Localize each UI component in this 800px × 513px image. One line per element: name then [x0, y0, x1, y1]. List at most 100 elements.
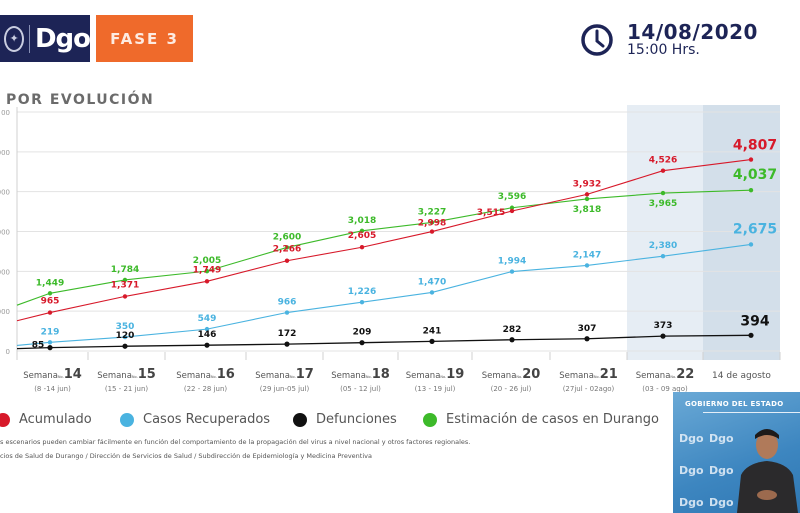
week-number: 18 — [372, 367, 390, 382]
data-label-recuperados: 1,470 — [418, 277, 446, 287]
x-category-range: (29 jun-05 jul) — [260, 385, 310, 393]
y-tick-label: 000 — [0, 149, 10, 157]
x-category-range: (03 - 09 ago) — [642, 385, 688, 393]
video-title: GOBIERNO DEL ESTADO — [685, 400, 784, 408]
data-label-defunciones: 146 — [198, 330, 217, 340]
clock-icon — [581, 24, 613, 56]
data-point-recuperados — [47, 340, 53, 345]
data-label-acumulado: 1,749 — [193, 265, 221, 275]
data-label-recuperados: 2,380 — [649, 241, 677, 251]
data-label-acumulado: 3,932 — [573, 179, 601, 189]
data-point-acumulado — [122, 294, 128, 299]
data-point-acumulado — [47, 310, 53, 315]
data-point-defunciones — [47, 345, 53, 351]
chart-legend: Acumulado Casos Recuperados Defunciones … — [0, 412, 680, 432]
highlight-band — [627, 105, 703, 360]
x-category-range: (15 - 21 jun) — [105, 385, 149, 393]
highlight-band — [703, 105, 780, 360]
data-label-estimacion: 4,037 — [733, 167, 777, 183]
data-point-acumulado — [204, 279, 210, 284]
legend-label: Casos Recuperados — [143, 412, 271, 427]
data-point-estimacion — [509, 205, 515, 210]
data-point-defunciones — [509, 337, 515, 343]
data-label-recuperados: 966 — [278, 298, 297, 308]
data-point-acumulado — [429, 229, 435, 234]
data-point-estimacion — [584, 196, 590, 202]
data-label-recuperados: 350 — [116, 322, 135, 332]
data-label-acumulado: 1,371 — [111, 280, 139, 290]
disclaimer-note: s escenarios pueden cambiar fácilmente e… — [0, 438, 471, 446]
data-point-estimacion — [204, 268, 210, 274]
data-point-recuperados — [509, 269, 515, 274]
week-no: No. — [366, 375, 372, 379]
week-word: Semana — [176, 371, 211, 381]
data-point-recuperados — [359, 299, 365, 305]
x-category-label: SemanaNo.19 — [406, 367, 465, 382]
legend-item-estimacion: Estimación de casos en Durango — [423, 412, 659, 427]
government-logo: ✦ Dgo — [0, 15, 91, 62]
y-tick-label: 000 — [0, 189, 10, 197]
legend-label: Estimación de casos en Durango — [446, 412, 659, 427]
data-point-estimacion — [47, 291, 53, 296]
x-category-label: SemanaNo.20 — [482, 367, 541, 382]
data-label-acumulado: 4,526 — [649, 156, 677, 166]
data-label-defunciones: 307 — [578, 324, 597, 334]
data-point-estimacion — [748, 187, 754, 193]
data-point-defunciones — [284, 341, 290, 347]
data-point-recuperados — [429, 290, 435, 295]
watermark-logo: Dgo — [679, 432, 704, 445]
data-point-estimacion — [284, 245, 290, 250]
data-label-defunciones: 120 — [116, 331, 135, 341]
data-label-acumulado: 3,515 — [477, 208, 505, 218]
data-label-acumulado: 965 — [41, 297, 60, 307]
legend-label: Defunciones — [316, 412, 397, 427]
data-point-acumulado — [359, 245, 365, 250]
data-label-estimacion: 3,965 — [649, 199, 677, 209]
x-category-range: (05 - 12 jul) — [340, 385, 381, 393]
data-point-estimacion — [122, 277, 128, 283]
week-no: No. — [594, 375, 600, 379]
x-category-range: (13 - 19 jul) — [415, 385, 456, 393]
data-point-recuperados — [748, 242, 754, 247]
week-number: 22 — [676, 367, 694, 382]
week-number: 19 — [446, 367, 464, 382]
week-no: No. — [290, 375, 296, 379]
data-label-estimacion: 3,818 — [573, 205, 601, 215]
x-category-label: SemanaNo.16 — [176, 367, 235, 382]
x-category-label: SemanaNo.21 — [559, 367, 618, 382]
data-point-estimacion — [359, 228, 365, 233]
week-number: 15 — [138, 367, 156, 382]
data-point-estimacion — [660, 190, 666, 196]
data-label-estimacion: 2,600 — [273, 232, 301, 242]
data-point-acumulado — [584, 192, 590, 197]
x-category-range: (22 - 28 jun) — [184, 385, 228, 393]
data-label-recuperados: 549 — [198, 314, 217, 324]
video-title-underline — [703, 412, 800, 413]
data-label-estimacion: 3,227 — [418, 207, 446, 217]
data-label-recuperados: 219 — [41, 327, 60, 337]
week-number: 20 — [522, 367, 540, 382]
watermark-logo: Dgo — [709, 496, 734, 509]
watermark-logo: Dgo — [709, 432, 734, 445]
chart-title: POR EVOLUCIÓN — [6, 92, 155, 108]
watermark-logo: Dgo — [709, 464, 734, 477]
data-point-defunciones — [660, 333, 666, 339]
watermark-logo: Dgo — [679, 496, 704, 509]
data-label-acumulado: 2,998 — [418, 219, 446, 229]
x-category-range: (8 -14 jun) — [34, 385, 71, 393]
legend-dot-defunciones — [293, 412, 307, 427]
legend-dot-estimacion — [423, 412, 437, 427]
data-point-recuperados — [584, 263, 590, 268]
seal-icon: ✦ — [4, 25, 25, 52]
week-word: Semana — [559, 371, 594, 381]
data-point-acumulado — [509, 208, 515, 214]
week-number: 16 — [217, 367, 235, 382]
week-no: No. — [516, 375, 522, 379]
y-tick-label: 0 — [6, 348, 10, 356]
week-word: Semana — [482, 371, 517, 381]
data-label-estimacion: 3,018 — [348, 216, 376, 226]
data-label-defunciones: 85 — [32, 341, 45, 351]
x-category-label: SemanaNo.17 — [255, 367, 314, 382]
data-label-recuperados: 1,226 — [348, 287, 376, 297]
data-label-acumulado: 2,605 — [348, 231, 376, 241]
